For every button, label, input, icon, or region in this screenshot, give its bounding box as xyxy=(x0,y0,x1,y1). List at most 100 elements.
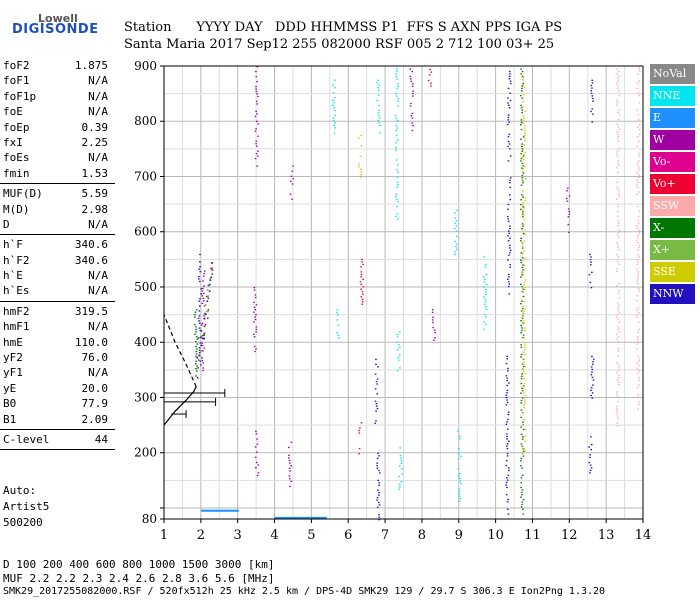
echo-point xyxy=(638,256,641,258)
echo-point xyxy=(257,464,260,466)
echo-point xyxy=(509,252,511,254)
echo-point xyxy=(305,516,307,519)
echo-point xyxy=(636,338,639,340)
echo-point xyxy=(376,82,379,84)
echo-point xyxy=(204,509,206,512)
echo-point xyxy=(255,85,257,88)
echo-point xyxy=(432,316,434,319)
echo-point xyxy=(197,337,200,339)
echo-point xyxy=(506,355,509,357)
param-value: 340.6 xyxy=(74,253,108,267)
echo-point xyxy=(617,309,619,311)
echo-point xyxy=(396,341,399,343)
echo-point xyxy=(617,417,619,420)
echo-point xyxy=(589,469,592,471)
echo-point xyxy=(410,80,413,83)
echo-point xyxy=(397,83,400,85)
echo-point xyxy=(213,509,215,512)
x-tick-label: 11 xyxy=(524,528,541,543)
echo-point xyxy=(398,331,401,333)
echo-point xyxy=(507,411,510,413)
echo-trace xyxy=(254,66,259,167)
echo-trace xyxy=(590,355,595,399)
echo-point xyxy=(378,84,381,86)
echo-point xyxy=(591,355,593,358)
echo-point xyxy=(566,200,569,202)
legend-item: Vo+ xyxy=(650,174,695,194)
echo-point xyxy=(617,306,619,309)
echo-point xyxy=(638,379,640,381)
echo-point xyxy=(485,293,487,296)
echo-point xyxy=(203,270,206,272)
echo-point xyxy=(430,71,433,73)
echo-point xyxy=(292,178,295,180)
echo-point xyxy=(255,331,257,333)
echo-point xyxy=(399,367,401,369)
echo-point xyxy=(483,256,486,258)
echo-point xyxy=(507,240,510,242)
echo-point xyxy=(294,516,296,519)
echo-point xyxy=(412,83,414,85)
echo-point xyxy=(616,405,618,408)
echo-point xyxy=(396,349,399,351)
echo-point xyxy=(588,446,590,448)
echo-point xyxy=(378,482,381,484)
echo-point xyxy=(359,427,361,429)
echo-point xyxy=(520,375,523,377)
file-info-footer: SMK29_2017255082000.RSF / 520fx512h 25 k… xyxy=(3,586,606,597)
echo-point xyxy=(253,321,255,323)
echo-point xyxy=(523,378,526,380)
echo-point xyxy=(458,490,461,492)
echo-point xyxy=(617,215,619,217)
echo-point xyxy=(522,252,524,255)
echo-point xyxy=(505,464,508,467)
echo-point xyxy=(521,75,524,77)
echo-point xyxy=(509,186,512,189)
echo-point xyxy=(616,102,619,104)
muf-row: MUF 2.2 2.2 2.3 2.4 2.6 2.8 3.6 5.6 [MHz… xyxy=(3,572,275,585)
echo-point xyxy=(521,90,523,92)
x-tick-label: 8 xyxy=(418,528,426,543)
echo-point xyxy=(255,153,258,155)
echo-point xyxy=(203,315,205,317)
param-label: fmin xyxy=(3,166,30,180)
echo-point xyxy=(524,428,527,430)
echo-point xyxy=(617,340,620,343)
echo-point xyxy=(617,159,619,162)
echo-point xyxy=(195,355,197,358)
y-tick-label: 800 xyxy=(134,114,157,128)
echo-point xyxy=(506,421,508,423)
echo-point xyxy=(276,516,279,519)
echo-point xyxy=(521,390,524,392)
header-labels: Station YYYY DAY DDD HHMMSS P1 FFS S AXN… xyxy=(124,20,563,35)
echo-point xyxy=(201,342,203,344)
echo-point xyxy=(456,248,458,250)
echo-point xyxy=(410,102,412,105)
echo-point xyxy=(412,93,414,95)
param-row: hmF2 319.5 xyxy=(0,304,120,319)
echo-point xyxy=(520,324,522,327)
echo-point xyxy=(199,329,202,332)
echo-point xyxy=(590,92,593,94)
echo-point xyxy=(591,87,593,89)
echo-point xyxy=(638,321,640,323)
echo-point xyxy=(257,135,259,137)
echo-point xyxy=(505,375,508,377)
echo-point xyxy=(256,443,259,445)
echo-point xyxy=(485,288,487,291)
echo-point xyxy=(590,366,593,368)
echo-point xyxy=(200,344,202,346)
echo-point xyxy=(360,271,363,273)
echo-point xyxy=(618,196,621,198)
echo-point xyxy=(374,400,377,402)
x-tick-label: 4 xyxy=(270,528,278,543)
echo-point xyxy=(198,268,200,270)
echo-point xyxy=(523,358,525,361)
echo-point xyxy=(400,460,403,462)
echo-trace xyxy=(588,253,593,289)
echo-point xyxy=(253,333,255,335)
echo-point xyxy=(616,234,619,236)
echo-point xyxy=(523,341,526,344)
echo-point xyxy=(522,411,525,414)
echo-point xyxy=(254,309,257,311)
